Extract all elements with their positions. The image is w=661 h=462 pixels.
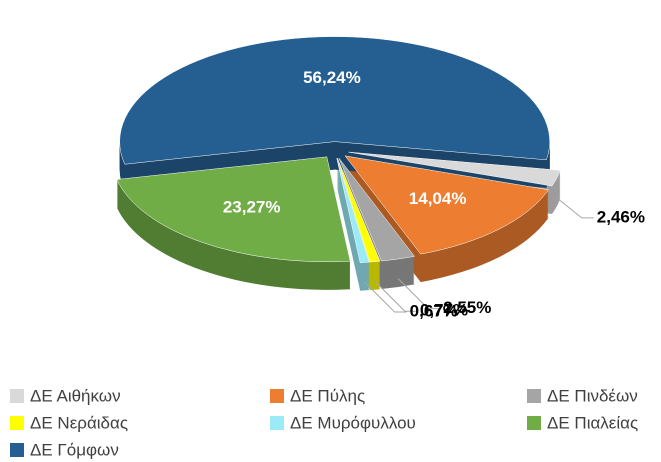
slice [336,158,370,263]
legend-swatch [527,416,541,430]
data-label: 14,04% [409,189,467,208]
slice [116,156,351,263]
data-label: 23,27% [223,198,281,217]
data-label: 0,77% [420,301,468,320]
slice [119,36,550,165]
legend-label: ΔΕ Γόμφων [30,440,119,459]
slice [348,151,561,187]
legend-swatch [10,416,24,430]
leader-line [374,280,417,312]
legend-swatch [270,416,284,430]
slice [338,157,415,262]
leader-line [397,278,441,310]
data-label: 2,55% [443,298,491,317]
legend-swatch [270,389,284,403]
data-label: 2,46% [597,207,645,226]
legend-swatch [10,389,24,403]
legend-label: ΔΕ Πύλης [290,386,365,405]
slice [344,155,549,255]
legend-label: ΔΕ Μυρόφυλλου [290,413,416,432]
data-label: 56,24% [303,68,361,87]
legend-swatch [10,443,24,457]
leader-line [556,197,594,219]
data-label: 0,67% [410,302,458,321]
legend-swatch [527,389,541,403]
legend-label: ΔΕ Αιθήκων [30,386,121,405]
slice [337,158,381,263]
legend-label: ΔΕ Πιαλείας [547,413,638,432]
legend-label: ΔΕ Νεράιδας [30,413,128,432]
legend-label: ΔΕ Πινδέων [547,386,638,405]
leader-line [364,281,407,313]
